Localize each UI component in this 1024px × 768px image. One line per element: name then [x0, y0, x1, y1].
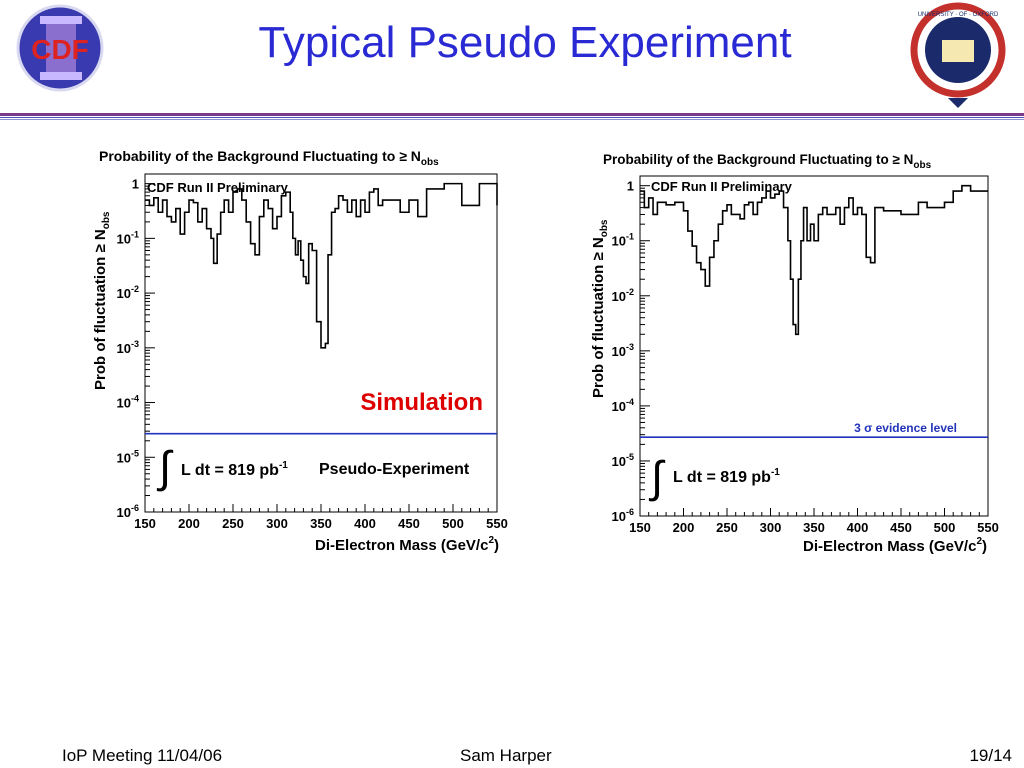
svg-text:L dt = 819 pb-1: L dt = 819 pb-1: [181, 460, 288, 479]
x-tick-label: 400: [354, 516, 376, 531]
y-tick-label: 1: [132, 177, 139, 192]
header-rule-purple: [0, 113, 1024, 116]
x-tick-label: 300: [760, 520, 782, 535]
x-tick-label: 200: [673, 520, 695, 535]
lumi-label: ∫ L dt = 819 pb-1 Pseudo-Experiment: [156, 443, 470, 492]
x-axis-label: Di-Electron Mass (GeV/c2): [803, 536, 987, 555]
y-tick-label: 10-4: [117, 394, 139, 411]
cdf-logo: CDF: [8, 2, 126, 106]
probability-step-line: [145, 182, 498, 349]
y-tick-label: 10-5: [612, 452, 634, 469]
simulation-label: Simulation: [360, 389, 483, 416]
chart-left: Probability of the Background Fluctuatin…: [85, 140, 515, 565]
y-tick-label: 10-2: [612, 287, 634, 304]
integral-sign: ∫: [648, 453, 666, 502]
x-tick-label: 450: [398, 516, 420, 531]
chart-title: Probability of the Background Fluctuatin…: [99, 148, 439, 168]
y-tick-label: 10-2: [117, 284, 139, 301]
header-rule-thin-1: [0, 117, 1024, 118]
probability-step-line: [640, 184, 988, 336]
oxford-logo-text: UNIVERSITY · OF · OXFORD: [918, 12, 999, 18]
lumi-label: ∫ L dt = 819 pb-1: [648, 453, 780, 502]
x-tick-label: 500: [442, 516, 464, 531]
evidence-level-label: 3 σ evidence level: [854, 421, 957, 435]
x-tick-label: 350: [803, 520, 825, 535]
x-tick-label: 350: [310, 516, 332, 531]
footer-event: IoP Meeting 11/04/06: [62, 746, 223, 765]
chart-title: Probability of the Background Fluctuatin…: [603, 152, 932, 171]
footer-author: Sam Harper: [460, 746, 552, 765]
cdf-logo-text: CDF: [31, 34, 89, 65]
x-axis-label: Di-Electron Mass (GeV/c2): [315, 535, 499, 554]
y-axis-label: Prob of fluctuation ≥ Nobs: [92, 211, 112, 390]
footer-page-number: 19/14: [969, 746, 1012, 765]
preliminary-label: CDF Run II Preliminary: [147, 180, 289, 195]
x-tick-label: 300: [266, 516, 288, 531]
y-tick-label: 10-3: [117, 339, 139, 356]
x-tick-label: 150: [134, 516, 156, 531]
x-tick-label: 550: [977, 520, 999, 535]
integral-sign: ∫: [156, 443, 174, 492]
y-tick-label: 10-6: [612, 507, 634, 524]
preliminary-label: CDF Run II Preliminary: [651, 179, 793, 194]
x-tick-label: 250: [222, 516, 244, 531]
y-tick-label: 10-1: [612, 232, 634, 249]
slide-title: Typical Pseudo Experiment: [258, 18, 792, 67]
header-rule-thin-2: [0, 119, 1024, 120]
y-tick-label: 10-1: [117, 229, 139, 246]
x-tick-label: 550: [486, 516, 508, 531]
y-tick-label: 10-6: [117, 503, 139, 520]
x-tick-label: 500: [934, 520, 956, 535]
y-tick-label: 1: [627, 179, 634, 194]
pseudo-experiment-label: Pseudo-Experiment: [319, 461, 470, 478]
x-tick-label: 200: [178, 516, 200, 531]
y-axis-label: Prob of fluctuation ≥ Nobs: [590, 219, 610, 398]
svg-text:L dt = 819 pb-1: L dt = 819 pb-1: [673, 467, 780, 486]
y-tick-label: 10-3: [612, 342, 634, 359]
y-tick-label: 10-4: [612, 397, 634, 414]
y-tick-label: 10-5: [117, 448, 139, 465]
x-tick-label: 150: [629, 520, 651, 535]
x-tick-label: 400: [847, 520, 869, 535]
x-tick-label: 450: [890, 520, 912, 535]
oxford-logo: UNIVERSITY · OF · OXFORD: [908, 2, 1008, 114]
chart-right: Probability of the Background Fluctuatin…: [585, 140, 1015, 565]
x-tick-label: 250: [716, 520, 738, 535]
